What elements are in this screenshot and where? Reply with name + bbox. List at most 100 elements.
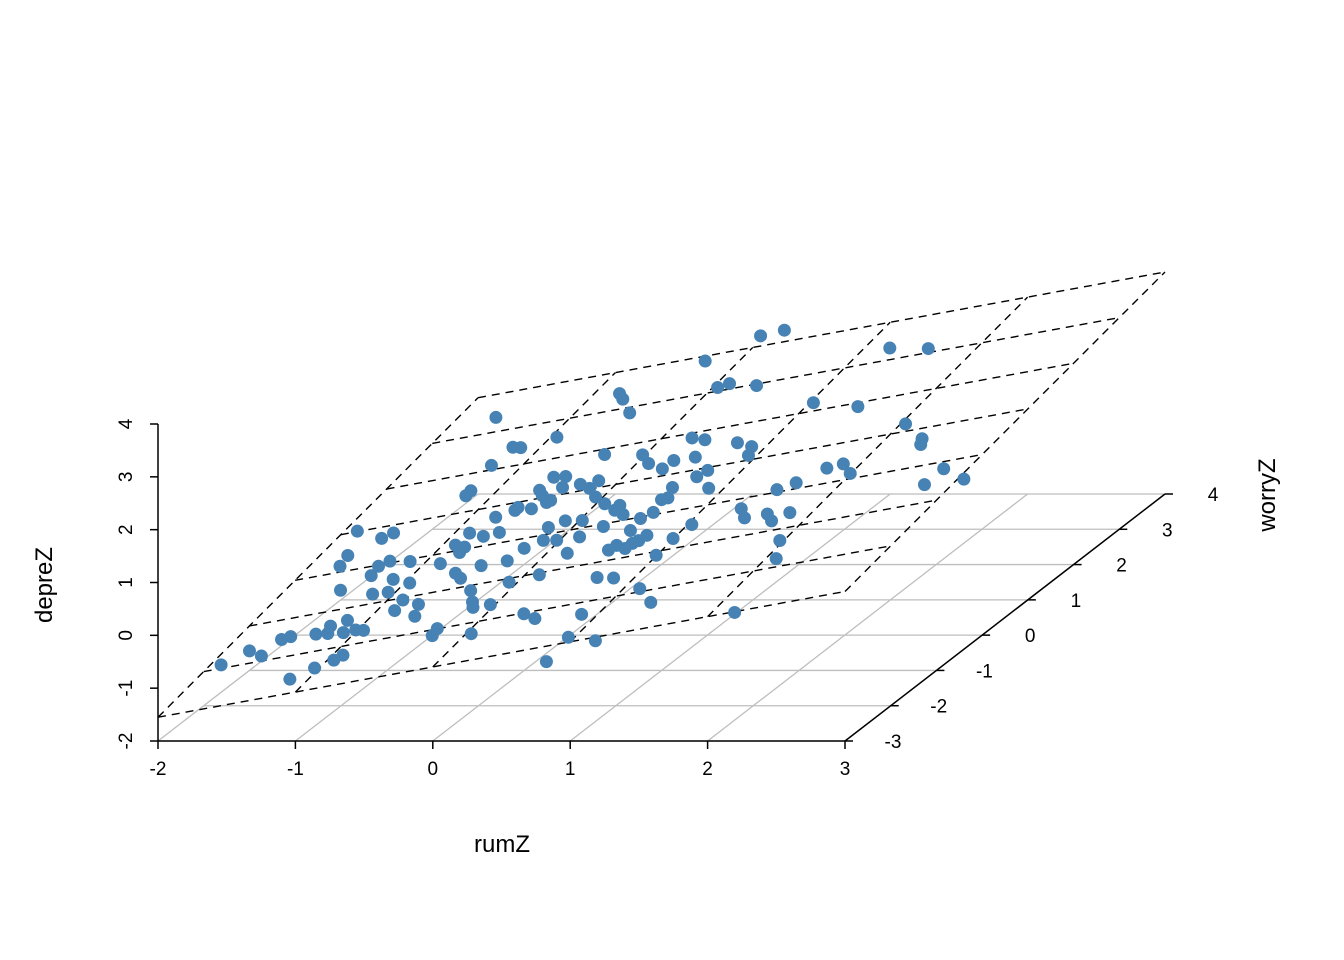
data-point xyxy=(728,605,742,619)
data-point xyxy=(655,462,669,476)
data-point xyxy=(334,583,348,597)
data-point xyxy=(589,490,603,504)
data-point xyxy=(789,476,803,490)
data-point xyxy=(489,410,503,424)
grid-line-y xyxy=(295,493,616,742)
plane-line-y xyxy=(432,316,1120,445)
data-point xyxy=(383,554,397,568)
data-point xyxy=(685,431,699,445)
data-point xyxy=(403,576,417,590)
data-point xyxy=(701,463,715,477)
data-point xyxy=(623,524,637,538)
plane-line-y xyxy=(386,362,1074,490)
data-point xyxy=(309,627,323,641)
data-point xyxy=(283,672,297,686)
data-point xyxy=(336,648,350,662)
data-point xyxy=(836,457,850,471)
data-point xyxy=(463,526,477,540)
data-point xyxy=(937,462,951,476)
data-point xyxy=(642,457,656,471)
y-axis-line xyxy=(844,493,1166,742)
z-tick-label: 3 xyxy=(116,472,137,483)
z-tick-label: -1 xyxy=(116,680,137,697)
data-point xyxy=(541,521,555,535)
y-tick-label: -3 xyxy=(885,732,902,753)
data-point xyxy=(536,533,550,547)
data-point xyxy=(321,626,335,640)
z-tick-label: 2 xyxy=(116,524,137,535)
data-point xyxy=(644,595,658,609)
data-point xyxy=(843,466,857,480)
data-point xyxy=(532,568,546,582)
data-point xyxy=(573,477,587,491)
z-tick-label: 4 xyxy=(116,418,137,429)
data-point xyxy=(556,480,570,494)
data-point xyxy=(820,461,834,475)
data-point xyxy=(484,458,498,472)
data-point xyxy=(454,571,468,585)
plane-line-x xyxy=(707,296,1029,618)
data-point xyxy=(357,623,371,637)
data-point xyxy=(433,557,447,571)
data-point xyxy=(750,379,764,393)
x-tick-label: 2 xyxy=(702,759,713,780)
data-point xyxy=(502,575,516,589)
grid-line-y xyxy=(157,493,479,742)
data-point xyxy=(899,417,913,431)
data-point xyxy=(381,585,395,599)
data-point xyxy=(616,392,630,406)
data-point xyxy=(340,613,354,627)
z-tick-label: 1 xyxy=(116,577,137,588)
data-point xyxy=(372,559,386,573)
data-point xyxy=(387,526,401,540)
base-grid xyxy=(157,493,1166,742)
data-point xyxy=(777,323,791,337)
data-point xyxy=(242,644,256,658)
grid-line-y xyxy=(432,493,754,742)
data-point xyxy=(698,433,712,447)
data-point xyxy=(667,454,681,468)
data-point xyxy=(464,484,478,498)
axes: -2 -1 0 1 2 3 -2 -1 0 1 2 3 4 -3 -2 -1 0 1 2 3 4 xyxy=(116,418,1219,780)
data-point xyxy=(388,604,402,618)
data-point xyxy=(341,549,355,563)
data-point xyxy=(592,474,606,488)
data-point xyxy=(698,354,712,368)
data-point xyxy=(607,571,621,585)
data-point xyxy=(921,342,935,356)
data-point xyxy=(408,609,422,623)
data-point xyxy=(661,491,675,505)
data-point xyxy=(550,430,564,444)
data-point xyxy=(769,552,783,566)
data-point xyxy=(364,569,378,583)
data-point xyxy=(448,538,462,552)
data-point xyxy=(492,525,506,539)
z-axis-title: depreZ xyxy=(31,547,58,623)
y-axis-title: worryZ xyxy=(1254,458,1281,532)
data-point xyxy=(336,626,350,640)
data-point xyxy=(375,531,389,545)
x-tick-label: -2 xyxy=(150,759,167,780)
y-tick-label: -1 xyxy=(976,661,993,682)
plane-line-x xyxy=(432,346,754,668)
data-point xyxy=(957,472,971,486)
data-point xyxy=(483,598,497,612)
plane-line-y xyxy=(203,545,891,673)
data-point xyxy=(646,505,660,519)
data-point xyxy=(773,533,787,547)
data-point xyxy=(396,593,410,607)
y-tick-label: -2 xyxy=(930,697,947,718)
plane-line-x xyxy=(844,271,1166,592)
data-point xyxy=(666,532,680,546)
data-point xyxy=(511,500,525,514)
data-point xyxy=(558,514,572,528)
data-point xyxy=(625,536,639,550)
x-tick-label: 1 xyxy=(565,759,576,780)
data-point xyxy=(633,512,647,526)
plane-line-y xyxy=(249,499,937,627)
data-point xyxy=(745,440,759,454)
data-point xyxy=(596,519,610,533)
data-point xyxy=(754,329,768,343)
data-point xyxy=(333,559,347,573)
